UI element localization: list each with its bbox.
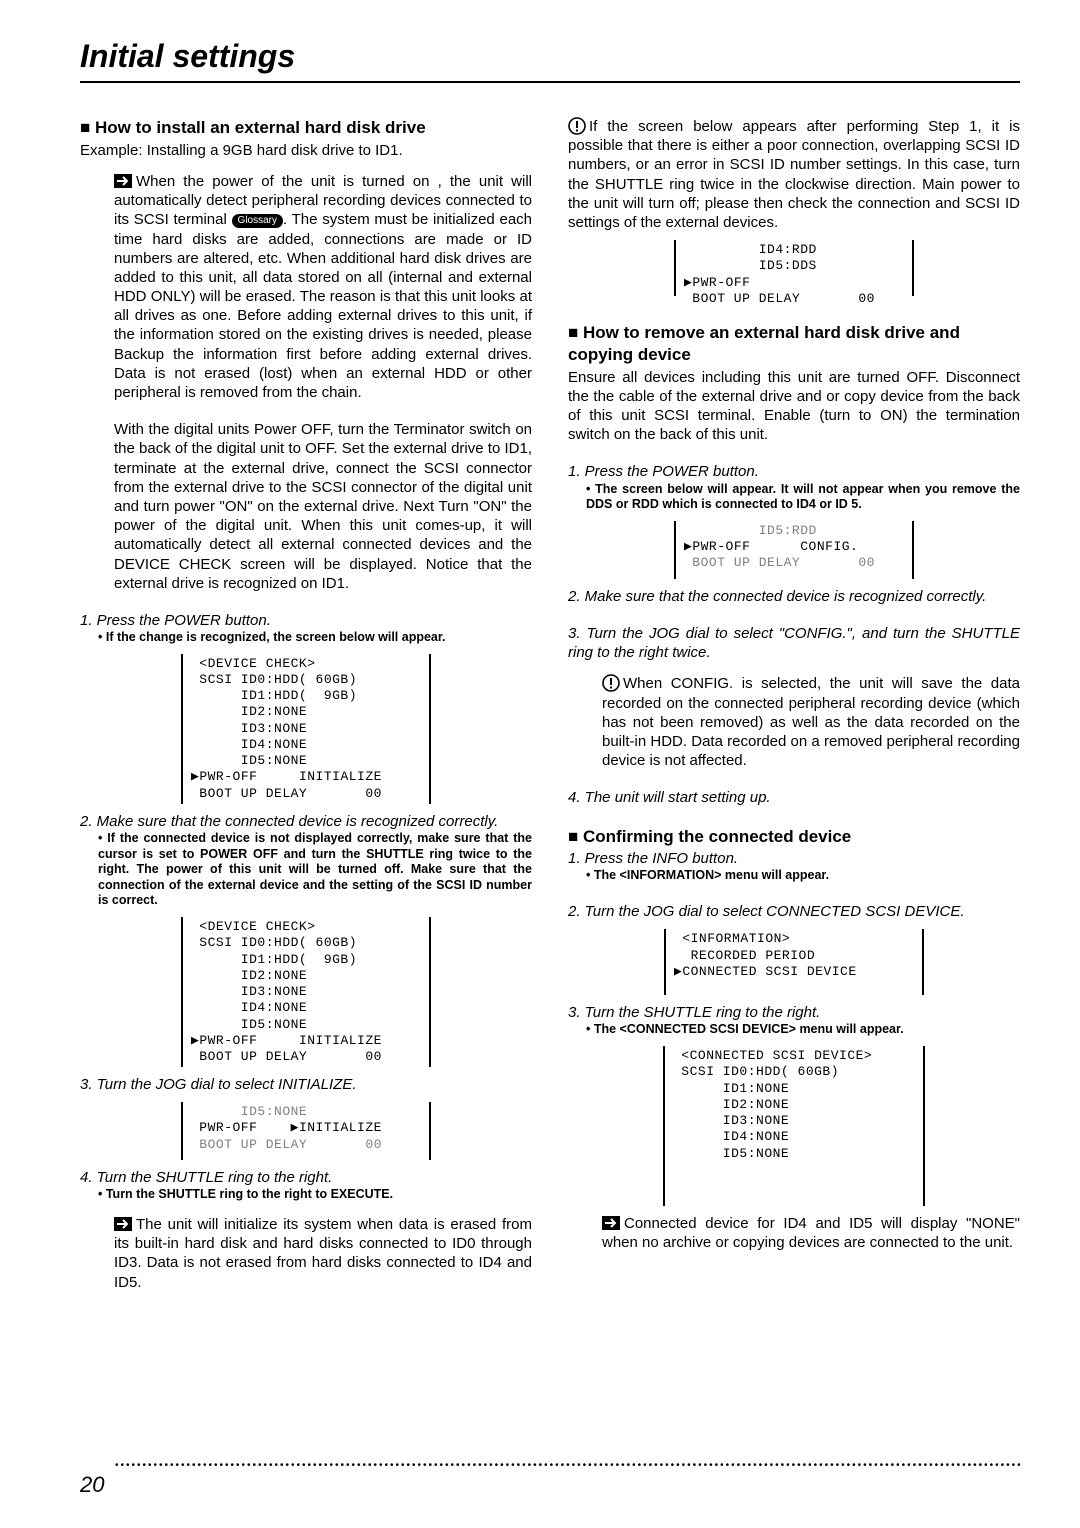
warning-block-1: If the screen below appears after perfor… [568, 117, 1020, 232]
information-screen: <INFORMATION> RECORDED PERIOD ▶CONNECTED… [664, 929, 924, 995]
alert-icon [568, 117, 586, 135]
arrow-right-icon [114, 1217, 132, 1231]
remove-step-2: 2. Make sure that the connected device i… [568, 587, 1020, 606]
screen3-line1: ID5:NONE [191, 1104, 307, 1119]
initialize-screen: ID5:NONE PWR-OFF ▶INITIALIZE BOOT UP DEL… [181, 1102, 431, 1160]
section-confirm-head: ■ Confirming the connected device [568, 826, 1020, 848]
warning-1-text: If the screen below appears after perfor… [568, 118, 1020, 231]
remove-intro: Ensure all devices including this unit a… [568, 368, 1020, 445]
footer-dots: ••••••••••••••••••••••••••••••••••••••••… [115, 1460, 1020, 1466]
section-install-title: How to install an external hard disk dri… [95, 118, 426, 137]
install-instructions: With the digital units Power OFF, turn t… [114, 420, 532, 593]
alert-icon [602, 674, 620, 692]
example-text: Example: Installing a 9GB hard disk driv… [80, 141, 532, 160]
arrow-right-icon [114, 174, 132, 188]
screenB-line2: ▶PWR-OFF CONFIG. [684, 539, 858, 554]
config-screen: ID5:RDD ▶PWR-OFF CONFIG. BOOT UP DELAY 0… [674, 521, 914, 579]
screenB-line1: ID5:RDD [684, 523, 817, 538]
screen3-line3: BOOT UP DELAY 00 [191, 1137, 382, 1152]
error-screen: ID4:RDD ID5:DDS ▶PWR-OFF BOOT UP DELAY 0… [674, 240, 914, 296]
initialize-note-text: The unit will initialize its system when… [114, 1216, 532, 1291]
arrow-right-icon [602, 1216, 620, 1230]
section-remove-title: How to remove an external hard disk driv… [568, 323, 960, 364]
confirm-step-3: 3. Turn the SHUTTLE ring to the right. [568, 1003, 1020, 1022]
screenB-line3: BOOT UP DELAY 00 [684, 555, 875, 570]
step-2-bullet: • If the connected device is not display… [98, 831, 532, 909]
connected-note-text: Connected device for ID4 and ID5 will di… [602, 1215, 1020, 1251]
content-columns: ■ How to install an external hard disk d… [80, 117, 1020, 1292]
glossary-pill: Glossary [232, 214, 283, 228]
device-check-screen-1: <DEVICE CHECK> SCSI ID0:HDD( 60GB) ID1:H… [181, 654, 431, 804]
confirm-step-1-bullet: • The <INFORMATION> menu will appear. [586, 868, 1020, 884]
left-column: ■ How to install an external hard disk d… [80, 117, 532, 1292]
step-2: 2. Make sure that the connected device i… [80, 812, 532, 831]
right-column: If the screen below appears after perfor… [568, 117, 1020, 1292]
step-3: 3. Turn the JOG dial to select INITIALIZ… [80, 1075, 532, 1094]
install-note-block: When the power of the unit is turned on … [114, 172, 532, 402]
remove-step-4: 4. The unit will start setting up. [568, 788, 1020, 807]
connected-device-screen: <CONNECTED SCSI DEVICE> SCSI ID0:HDD( 60… [663, 1046, 925, 1206]
confirm-step-2: 2. Turn the JOG dial to select CONNECTED… [568, 902, 1020, 921]
screen3-line2: PWR-OFF ▶INITIALIZE [191, 1120, 382, 1135]
page-title: Initial settings [80, 38, 1020, 83]
step-1-bullet: • If the change is recognized, the scree… [98, 630, 532, 646]
confirm-step-1: 1. Press the INFO button. [568, 849, 1020, 868]
section-install-head: ■ How to install an external hard disk d… [80, 117, 532, 139]
device-check-screen-2: <DEVICE CHECK> SCSI ID0:HDD( 60GB) ID1:H… [181, 917, 431, 1067]
page-number: 20 [80, 1472, 104, 1498]
section-remove-head: ■ How to remove an external hard disk dr… [568, 322, 1020, 366]
remove-step-1-bullet: • The screen below will appear. It will … [586, 482, 1020, 513]
confirm-step-3-bullet: • The <CONNECTED SCSI DEVICE> menu will … [586, 1022, 1020, 1038]
config-note-text: When CONFIG. is selected, the unit will … [602, 675, 1020, 769]
section-confirm-title: Confirming the connected device [583, 827, 851, 846]
remove-step-1: 1. Press the POWER button. [568, 462, 1020, 481]
connected-note: Connected device for ID4 and ID5 will di… [602, 1214, 1020, 1252]
config-note: When CONFIG. is selected, the unit will … [602, 674, 1020, 770]
step-4-bullet: • Turn the SHUTTLE ring to the right to … [98, 1187, 532, 1203]
initialize-note: The unit will initialize its system when… [114, 1215, 532, 1292]
install-note-b: . The system must be initialized each ti… [114, 211, 532, 401]
step-1: 1. Press the POWER button. [80, 611, 532, 630]
step-4: 4. Turn the SHUTTLE ring to the right. [80, 1168, 532, 1187]
remove-step-3: 3. Turn the JOG dial to select "CONFIG."… [568, 624, 1020, 662]
